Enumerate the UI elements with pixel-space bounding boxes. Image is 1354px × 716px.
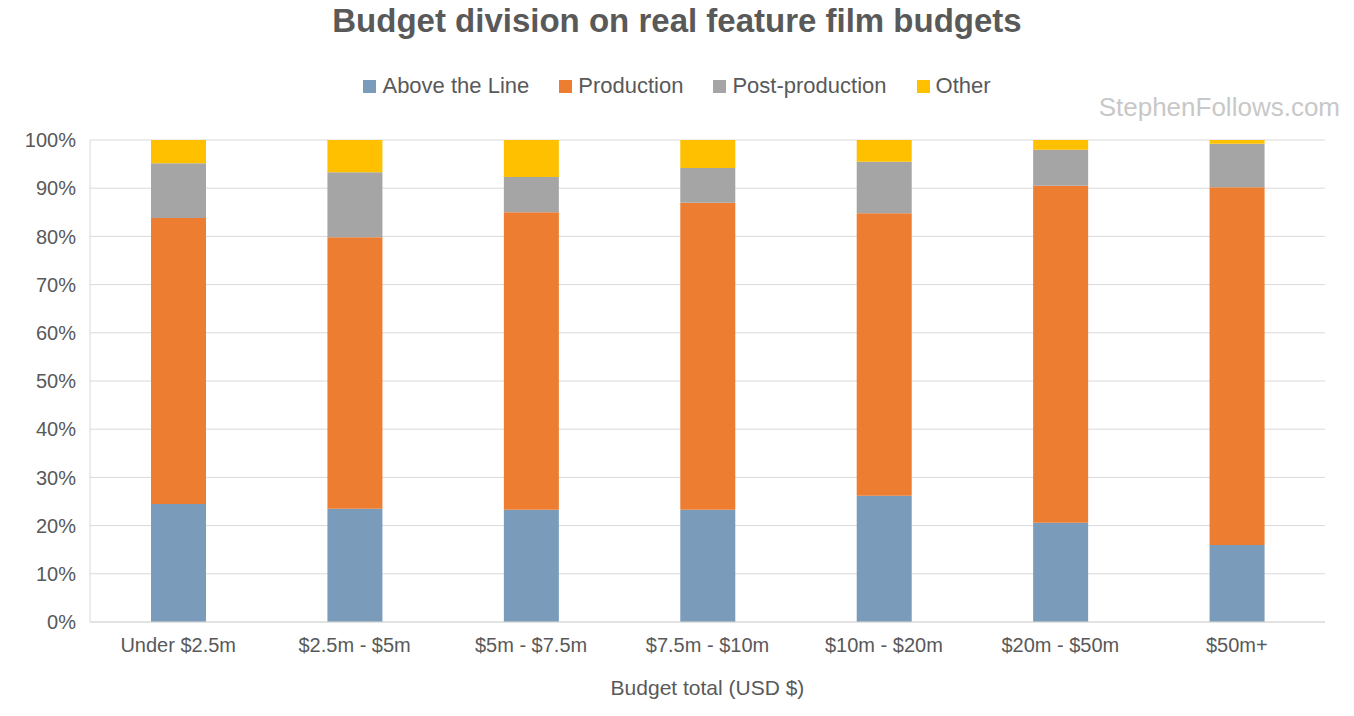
svg-text:50%: 50%	[36, 370, 76, 392]
svg-text:10%: 10%	[36, 563, 76, 585]
html-text:Production: Production	[578, 73, 684, 98]
svg-text:Under $2.5m: Under $2.5m	[120, 634, 236, 656]
svg-text:30%: 30%	[36, 467, 76, 489]
svg-text:0%: 0%	[47, 611, 76, 633]
svg-text:60%: 60%	[36, 322, 76, 344]
svg-text:$10m - $20m: $10m - $20m	[825, 634, 943, 656]
svg-text:$2.5m - $5m: $2.5m - $5m	[299, 634, 411, 656]
html-text:Post-production: Post-production	[732, 73, 887, 98]
svg-text:80%: 80%	[36, 226, 76, 248]
svg-text:40%: 40%	[36, 418, 76, 440]
svg-text:$7.5m - $10m: $7.5m - $10m	[646, 634, 769, 656]
svg-text:100%: 100%	[25, 129, 76, 151]
html-text:Above the Line: Above the Line	[382, 73, 530, 98]
html-text:StephenFollows.com: StephenFollows.com	[1098, 92, 1340, 122]
html-text:Other: Other	[935, 73, 991, 98]
svg-text:70%: 70%	[36, 274, 76, 296]
svg-text:$5m - $7.5m: $5m - $7.5m	[475, 634, 587, 656]
svg-text:$50m+: $50m+	[1206, 634, 1268, 656]
svg-text:90%: 90%	[36, 177, 76, 199]
svg-text:$20m - $50m: $20m - $50m	[1001, 634, 1119, 656]
html-text:Budget total (USD $): Budget total (USD $)	[610, 676, 805, 699]
svg-text:20%: 20%	[36, 515, 76, 537]
html-text:Budget division on real featur: Budget division on real feature film bud…	[332, 2, 1022, 39]
